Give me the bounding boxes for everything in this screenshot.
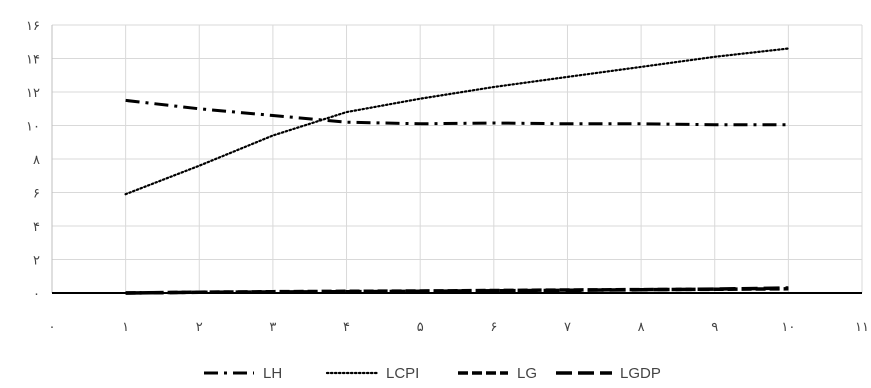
series-line-lh (126, 100, 789, 124)
legend-label-lgdp: LGDP (620, 365, 661, 382)
y-tick-label: ۴ (33, 220, 40, 235)
x-tick-label: ۱۰ (781, 320, 795, 335)
y-tick-label: ۰ (33, 287, 40, 302)
y-tick-label: ۲ (33, 254, 40, 269)
series-line-lcpi (126, 49, 789, 195)
y-tick-label: ۱۴ (26, 53, 40, 68)
grid-lines (52, 25, 862, 293)
x-tick-label: ۱ (122, 320, 129, 335)
x-tick-label: ۰ (49, 320, 56, 335)
x-tick-label: ۳ (269, 320, 276, 335)
y-tick-label: ۸ (33, 153, 40, 168)
x-tick-label: ۶ (490, 320, 497, 335)
y-tick-label: ۱۰ (26, 120, 40, 135)
x-tick-label: ۵ (417, 320, 424, 335)
y-tick-label: ۱۶ (26, 19, 40, 34)
x-tick-label: ۸ (638, 320, 645, 335)
legend-label-lg: LG (517, 365, 537, 382)
y-tick-label: ۶ (33, 187, 40, 202)
x-tick-label: ۷ (564, 320, 571, 335)
x-tick-label: ۲ (196, 320, 203, 335)
x-tick-label: ۹ (711, 320, 718, 335)
x-tick-label: ۴ (343, 320, 350, 335)
x-tick-label: ۱۱ (855, 320, 869, 335)
legend: LH LCPI LG LGDP (204, 365, 661, 382)
y-tick-label: ۱۲ (26, 86, 40, 101)
series-lines (126, 49, 789, 294)
legend-label-lcpi: LCPI (386, 365, 419, 382)
legend-label-lh: LH (263, 365, 282, 382)
